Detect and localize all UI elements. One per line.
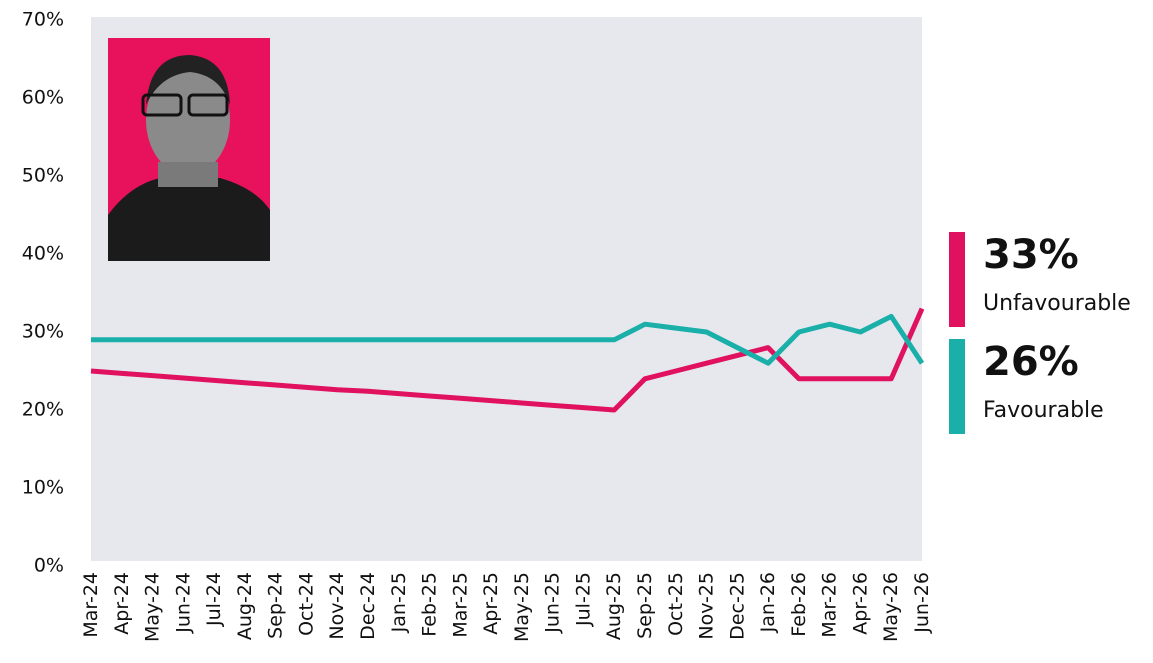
- x-tick-label: Apr-24: [111, 572, 133, 635]
- x-tick-label: Sep-24: [265, 572, 287, 639]
- x-tick-label: Aug-25: [603, 572, 625, 640]
- x-tick-label: Mar-26: [819, 572, 841, 638]
- legend-bar: [949, 232, 965, 327]
- x-tick-label: Dec-24: [357, 572, 379, 640]
- y-tick-label: 30%: [22, 321, 64, 343]
- x-tick-label: May-26: [880, 572, 902, 642]
- portrait: [108, 38, 270, 261]
- y-tick-label: 50%: [22, 165, 64, 187]
- x-tick-label: Jan-26: [757, 572, 779, 633]
- x-tick-label: Jun-25: [542, 572, 564, 634]
- x-tick-label: Jul-24: [203, 572, 225, 627]
- x-tick-label: Sep-25: [634, 572, 656, 639]
- y-tick-label: 70%: [22, 9, 64, 31]
- x-tick-label: Oct-25: [665, 572, 687, 636]
- legend-label: Unfavourable: [983, 291, 1131, 316]
- x-tick-label: Mar-25: [449, 572, 471, 638]
- y-tick-label: 60%: [22, 87, 64, 109]
- x-tick-label: Jan-25: [388, 572, 410, 633]
- x-tick-label: May-25: [511, 572, 533, 642]
- end-label: 26%: [983, 339, 1079, 385]
- legend-label: Favourable: [983, 398, 1104, 423]
- x-tick-label: Apr-26: [849, 572, 871, 635]
- x-tick-label: Oct-24: [295, 572, 317, 636]
- x-tick-label: Feb-26: [788, 572, 810, 637]
- x-tick-label: May-24: [142, 572, 164, 642]
- end-label: 33%: [983, 232, 1079, 278]
- x-tick-label: Aug-24: [234, 572, 256, 640]
- series-line: [91, 313, 925, 366]
- x-tick-label: Nov-24: [326, 572, 348, 640]
- y-tick-label: 20%: [22, 399, 64, 421]
- x-tick-label: Jun-26: [911, 572, 933, 634]
- y-tick-label: 40%: [22, 243, 64, 265]
- x-tick-label: Jul-25: [572, 572, 594, 627]
- x-tick-label: Nov-25: [696, 572, 718, 640]
- x-tick-label: Feb-25: [419, 572, 441, 637]
- series-line: [90, 307, 925, 413]
- x-tick-label: Jun-24: [172, 572, 194, 634]
- x-tick-label: Dec-25: [726, 572, 748, 640]
- x-tick-label: Mar-24: [80, 572, 102, 638]
- legend-bar: [949, 339, 965, 434]
- y-tick-label: 10%: [22, 477, 64, 499]
- y-tick-label: 0%: [34, 555, 64, 577]
- x-tick-label: Apr-25: [480, 572, 502, 635]
